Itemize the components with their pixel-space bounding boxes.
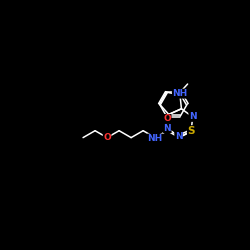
Text: O: O — [163, 114, 171, 124]
Text: NH: NH — [172, 89, 188, 98]
Text: N: N — [164, 124, 171, 133]
Text: NH: NH — [148, 134, 163, 143]
Text: S: S — [188, 126, 195, 136]
Text: N: N — [175, 132, 182, 141]
Text: O: O — [103, 133, 111, 142]
Text: N: N — [189, 112, 196, 122]
